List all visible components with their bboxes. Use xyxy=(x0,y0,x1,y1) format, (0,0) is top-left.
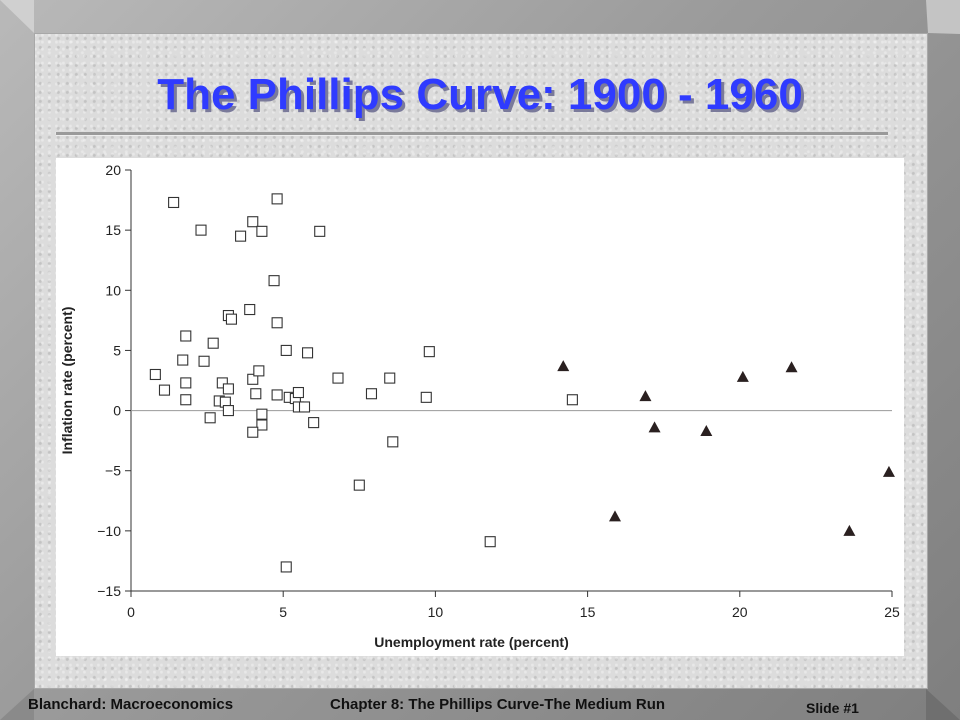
scatter-point-square xyxy=(308,417,320,429)
scatter-point-square xyxy=(222,383,234,395)
x-tick-label: 25 xyxy=(884,604,900,620)
y-axis-label: Inflation rate (percent) xyxy=(59,307,75,455)
scatter-point-square xyxy=(198,355,210,367)
scatter-point-square xyxy=(302,347,314,359)
scatter-point-square xyxy=(271,317,283,329)
y-tick-label: 10 xyxy=(105,282,121,298)
y-tick-label: 0 xyxy=(113,403,121,419)
scatter-point-square xyxy=(180,394,192,406)
scatter-point-square xyxy=(149,368,161,381)
scatter-point-square xyxy=(247,216,259,228)
corner-bevel-top-right xyxy=(926,0,960,34)
scatter-point-triangle xyxy=(557,360,570,372)
scatter-point-triangle xyxy=(785,361,798,373)
scatter-point-triangle xyxy=(700,425,713,437)
scatter-point-square xyxy=(235,230,247,242)
y-tick-label: 20 xyxy=(105,162,121,178)
scatter-point-square xyxy=(484,536,496,548)
scatter-point-square xyxy=(353,479,365,491)
scatter-point-square xyxy=(222,405,234,417)
x-tick-label: 15 xyxy=(580,604,596,620)
scatter-point-square xyxy=(566,394,578,406)
footer-chapter: Chapter 8: The Phillips Curve-The Medium… xyxy=(330,696,666,713)
scatter-point-triangle xyxy=(736,370,749,382)
scatter-point-triangle xyxy=(639,390,652,402)
scatter-point-square xyxy=(332,372,344,384)
scatter-point-square xyxy=(314,225,326,237)
scatter-point-square xyxy=(298,401,311,413)
corner-bevel-bottom-left xyxy=(0,689,34,720)
scatter-point-square xyxy=(387,436,399,448)
scatter-point-square xyxy=(207,337,219,349)
footer-course: Blanchard: Macroeconomics xyxy=(28,696,234,713)
phillips-scatter-chart: −15 −10 −5 0 5 10 15 20 0 5 10 15 20 25 Unemployment r… xyxy=(59,162,900,650)
scatter-point-square xyxy=(271,193,283,205)
x-tick-label: 10 xyxy=(428,604,444,620)
scatter-point-square xyxy=(177,354,189,366)
scatter-point-square xyxy=(420,391,432,403)
scatter-point-square xyxy=(247,426,259,438)
x-axis-label: Unemployment rate (percent) xyxy=(374,634,568,650)
scatter-point-square xyxy=(253,365,265,377)
x-tick-label: 5 xyxy=(279,604,287,620)
scatter-point-square xyxy=(256,419,268,431)
scatter-point-square xyxy=(280,344,292,356)
scatter-point-square xyxy=(244,303,256,316)
scatter-point-square xyxy=(180,330,192,342)
scatter-point-square xyxy=(268,275,280,287)
scatter-point-square xyxy=(180,377,192,389)
scatter-point-triangle xyxy=(648,421,661,433)
scatter-point-square xyxy=(256,408,268,420)
footer-slide-number: Slide #1 xyxy=(806,700,859,716)
slide-title: The Phillips Curve: 1900 - 1960 xyxy=(157,70,803,119)
scatter-point-square xyxy=(365,388,378,400)
corner-bevel-top-left xyxy=(0,0,34,33)
y-tick-label: 5 xyxy=(113,342,121,358)
scatter-point-square xyxy=(384,372,396,384)
corner-bevel-bottom-right xyxy=(926,689,960,720)
scatter-point-square xyxy=(247,373,259,385)
scatter-point-square xyxy=(225,313,238,325)
scatter-point-square xyxy=(423,346,435,358)
scatter-point-square xyxy=(271,389,283,401)
x-tick-label: 0 xyxy=(127,604,135,620)
scatter-point-square xyxy=(204,412,216,424)
scatter-point-square xyxy=(216,377,228,389)
y-tick-label: 15 xyxy=(105,222,121,238)
title-rule xyxy=(56,132,888,135)
chart-area: −15 −10 −5 0 5 10 15 20 0 5 10 15 20 25 Unemployment r… xyxy=(56,158,904,656)
scatter-point-square xyxy=(195,224,207,236)
y-tick-label: −10 xyxy=(97,523,121,539)
scatter-point-square xyxy=(158,384,171,396)
scatter-point-square xyxy=(250,388,262,400)
scatter-point-square xyxy=(256,225,268,237)
y-tick-label: −5 xyxy=(105,463,121,479)
scatter-point-square xyxy=(168,196,180,209)
scatter-point-triangle xyxy=(843,524,856,536)
scatter-point-triangle xyxy=(882,465,895,477)
y-tick-label: −15 xyxy=(97,583,121,599)
scatter-point-square xyxy=(280,561,292,573)
scatter-point-square xyxy=(292,386,304,399)
scatter-point-triangle xyxy=(608,510,621,522)
x-tick-label: 20 xyxy=(732,604,748,620)
